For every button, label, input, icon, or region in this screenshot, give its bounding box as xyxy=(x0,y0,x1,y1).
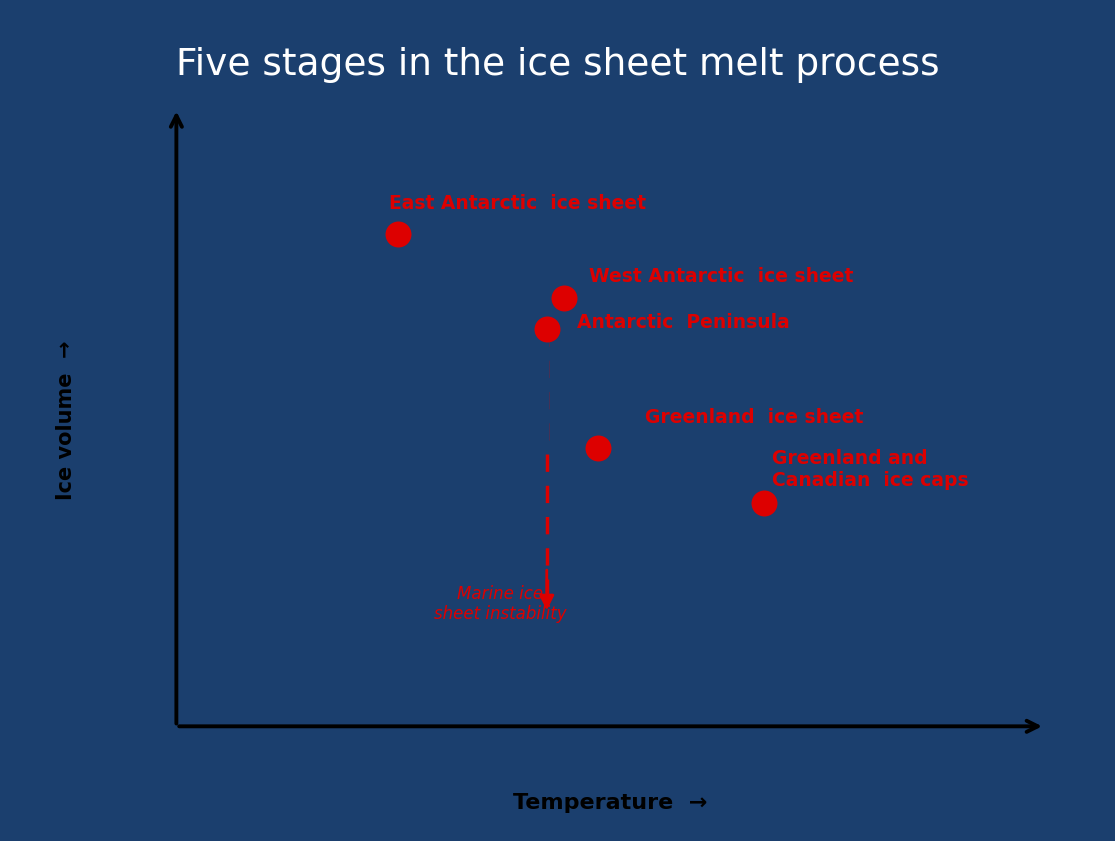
Text: Antarctic  Peninsula: Antarctic Peninsula xyxy=(576,313,789,332)
Text: East Antarctic  ice sheet: East Antarctic ice sheet xyxy=(389,194,647,213)
Text: Temperature  →: Temperature → xyxy=(513,793,708,812)
Text: Greenland and
Canadian  ice caps: Greenland and Canadian ice caps xyxy=(773,449,969,490)
Text: West Antarctic  ice sheet: West Antarctic ice sheet xyxy=(590,267,854,286)
Point xyxy=(389,227,407,241)
Point xyxy=(555,292,573,305)
Point xyxy=(589,442,607,455)
Point xyxy=(537,322,555,336)
Text: Greenland  ice sheet: Greenland ice sheet xyxy=(644,408,863,427)
Text: Ice volume  →: Ice volume → xyxy=(56,341,76,500)
Text: Five stages in the ice sheet melt process: Five stages in the ice sheet melt proces… xyxy=(176,47,939,83)
Point xyxy=(755,496,773,510)
Text: Marine ice
sheet instability: Marine ice sheet instability xyxy=(434,584,566,623)
